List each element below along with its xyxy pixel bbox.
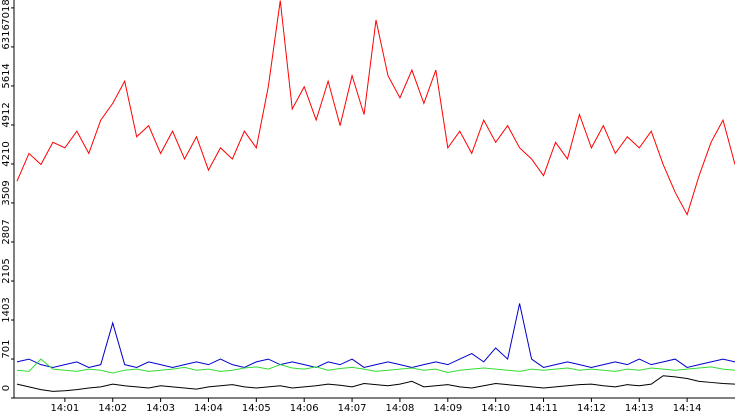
y-tick-label: 7018: [1, 0, 12, 25]
x-tick-label: 14:06: [290, 403, 319, 414]
y-tick-label: 6316: [1, 24, 12, 49]
x-tick-label: 14:05: [242, 403, 271, 414]
series-line: [16, 358, 735, 374]
series-line: [16, 0, 735, 216]
y-tick-label: 5614: [1, 63, 12, 88]
x-tick-label: 14:13: [625, 403, 654, 414]
x-tick-label: 14:11: [529, 403, 558, 414]
x-tick-label: 14:02: [98, 403, 127, 414]
x-tick-label: 14:10: [481, 403, 510, 414]
x-tick-label: 14:04: [194, 403, 223, 414]
y-tick-label: 1403: [1, 297, 12, 322]
x-tick-label: 14:07: [338, 403, 367, 414]
y-tick-label: 4210: [1, 141, 12, 166]
series-line: [16, 303, 735, 368]
x-tick-label: 14:03: [146, 403, 175, 414]
y-tick-label: 2807: [1, 219, 12, 244]
series-line: [16, 375, 735, 392]
x-tick-label: 14:14: [673, 403, 702, 414]
x-tick-label: 14:12: [577, 403, 606, 414]
y-tick-label: 3509: [1, 180, 12, 205]
x-tick-label: 14:09: [433, 403, 462, 414]
y-tick-label: 701: [1, 339, 12, 358]
x-tick-label: 14:01: [50, 403, 79, 414]
y-tick-label: 2105: [1, 258, 12, 283]
y-tick-label: 0: [1, 385, 12, 391]
x-tick-label: 14:08: [386, 403, 415, 414]
y-tick-label: 4912: [1, 102, 12, 127]
